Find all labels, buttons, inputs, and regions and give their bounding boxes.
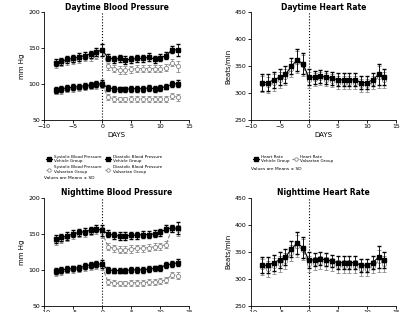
Text: Values are Means ± SD: Values are Means ± SD [250, 167, 301, 171]
Title: Daytime Blood Pressure: Daytime Blood Pressure [65, 3, 169, 12]
Y-axis label: Beats/min: Beats/min [226, 234, 232, 270]
Legend: Systolic Blood Pressure
Vehicle Group, Systolic Blood Pressure
Valsartan Group, : Systolic Blood Pressure Vehicle Group, S… [46, 155, 162, 174]
Legend: Heart Rate
Vehicle Group, Heart Rate
Valsartan Group: Heart Rate Vehicle Group, Heart Rate Val… [253, 155, 334, 163]
Title: Nighttime Blood Pressure: Nighttime Blood Pressure [61, 188, 172, 197]
X-axis label: DAYS: DAYS [314, 132, 332, 138]
Text: Values are Means ± SD: Values are Means ± SD [44, 176, 94, 180]
Y-axis label: mm Hg: mm Hg [19, 54, 25, 79]
Title: Daytime Heart Rate: Daytime Heart Rate [280, 3, 366, 12]
Title: Nighttime Heart Rate: Nighttime Heart Rate [277, 188, 370, 197]
X-axis label: DAYS: DAYS [108, 132, 126, 138]
Y-axis label: mm Hg: mm Hg [19, 239, 25, 265]
Y-axis label: Beats/min: Beats/min [226, 49, 232, 84]
